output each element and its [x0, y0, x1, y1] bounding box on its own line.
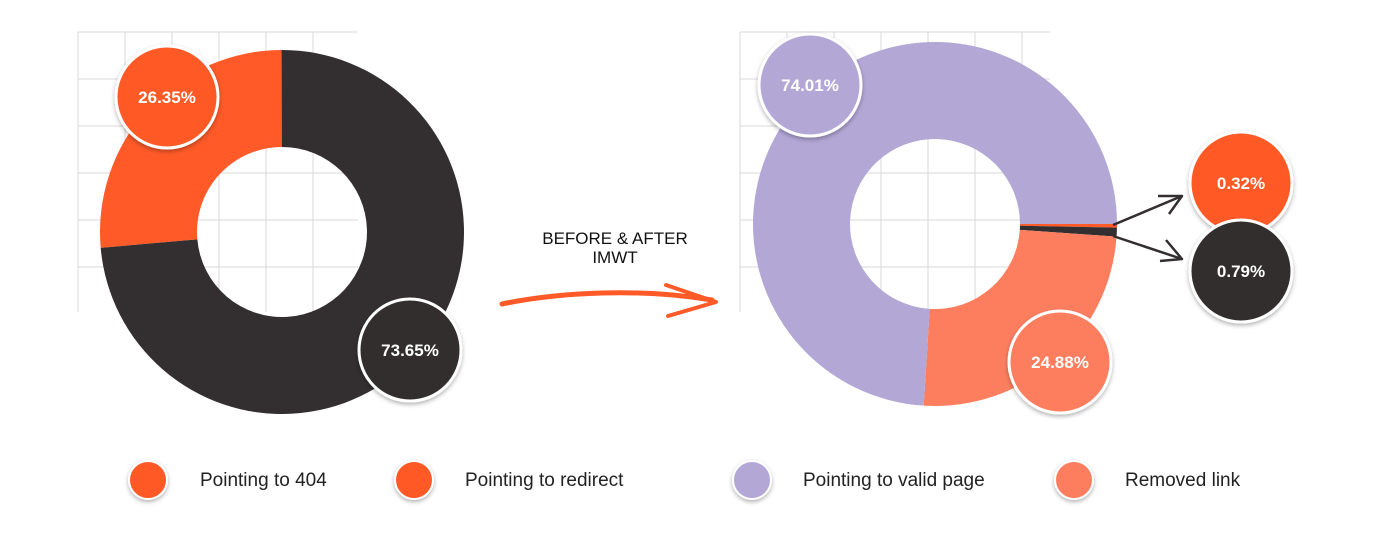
- pointer-head-404: [1159, 239, 1184, 263]
- legend: Pointing to 404 Pointing to redirect Point…: [128, 460, 1241, 500]
- arrow-head: [664, 283, 718, 318]
- badge-pointing-to-valid-page: 74.01%: [757, 32, 863, 138]
- slice-pointing-to-valid-page: [753, 42, 1117, 406]
- legend-label: Pointing to redirect: [465, 470, 624, 491]
- legend-swatch: [732, 460, 772, 500]
- badge-circle: [1188, 218, 1294, 324]
- pointer-arrows: [1112, 194, 1184, 263]
- slice-pointing-to-redirect: [100, 50, 282, 248]
- legend-label: Pointing to 404: [200, 470, 327, 491]
- legend-label: Removed link: [1125, 470, 1241, 491]
- badge-removed-link: 24.88%: [1007, 309, 1113, 415]
- badge-pointing-to-404: 0.79%: [1188, 218, 1294, 324]
- legend-swatch: [394, 460, 434, 500]
- pointer-line-redirect: [1112, 194, 1183, 227]
- data-label: 74.01%: [781, 76, 839, 95]
- legend-item-pointing-to-redirect: Pointing to redirect: [394, 460, 624, 500]
- badge-pointing-to-404: 73.65%: [357, 297, 463, 403]
- legend-item-pointing-to-valid-page: Pointing to valid page: [732, 460, 985, 500]
- data-label: 0.32%: [1217, 174, 1265, 193]
- legend-item-pointing-to-404: Pointing to 404: [128, 460, 327, 500]
- data-label: 26.35%: [138, 88, 196, 107]
- transition-arrow: [499, 283, 718, 318]
- data-label: 0.79%: [1217, 262, 1265, 281]
- data-label: 24.88%: [1031, 353, 1089, 372]
- donut-chart-after: [753, 42, 1117, 406]
- badge-pointing-to-redirect: 26.35%: [114, 44, 220, 150]
- badge-circle: [1007, 309, 1113, 415]
- arrow-stroke: [499, 290, 715, 307]
- slice-pointing-to-redirect: [1019, 224, 1117, 228]
- caption-line-1: BEFORE & AFTER: [542, 229, 687, 248]
- data-label: 73.65%: [381, 341, 439, 360]
- value-badges: 26.35% 73.65% 74.01% 24.88% 0.32% 0.79%: [114, 32, 1294, 415]
- legend-swatch: [1054, 460, 1094, 500]
- badge-circle: [757, 32, 863, 138]
- legend-label: Pointing to valid page: [803, 470, 985, 491]
- slice-pointing-to-404: [1019, 225, 1117, 237]
- badge-circle: [357, 297, 463, 403]
- caption-line-2: IMWT: [592, 248, 637, 267]
- slice-removed-link: [923, 229, 1117, 406]
- badge-circle: [114, 44, 220, 150]
- pointer-line-404: [1112, 234, 1183, 261]
- pointer-head-redirect: [1158, 194, 1184, 215]
- legend-swatch: [128, 460, 168, 500]
- badge-pointing-to-redirect: 0.32%: [1188, 130, 1294, 236]
- legend-item-removed-link: Removed link: [1054, 460, 1241, 500]
